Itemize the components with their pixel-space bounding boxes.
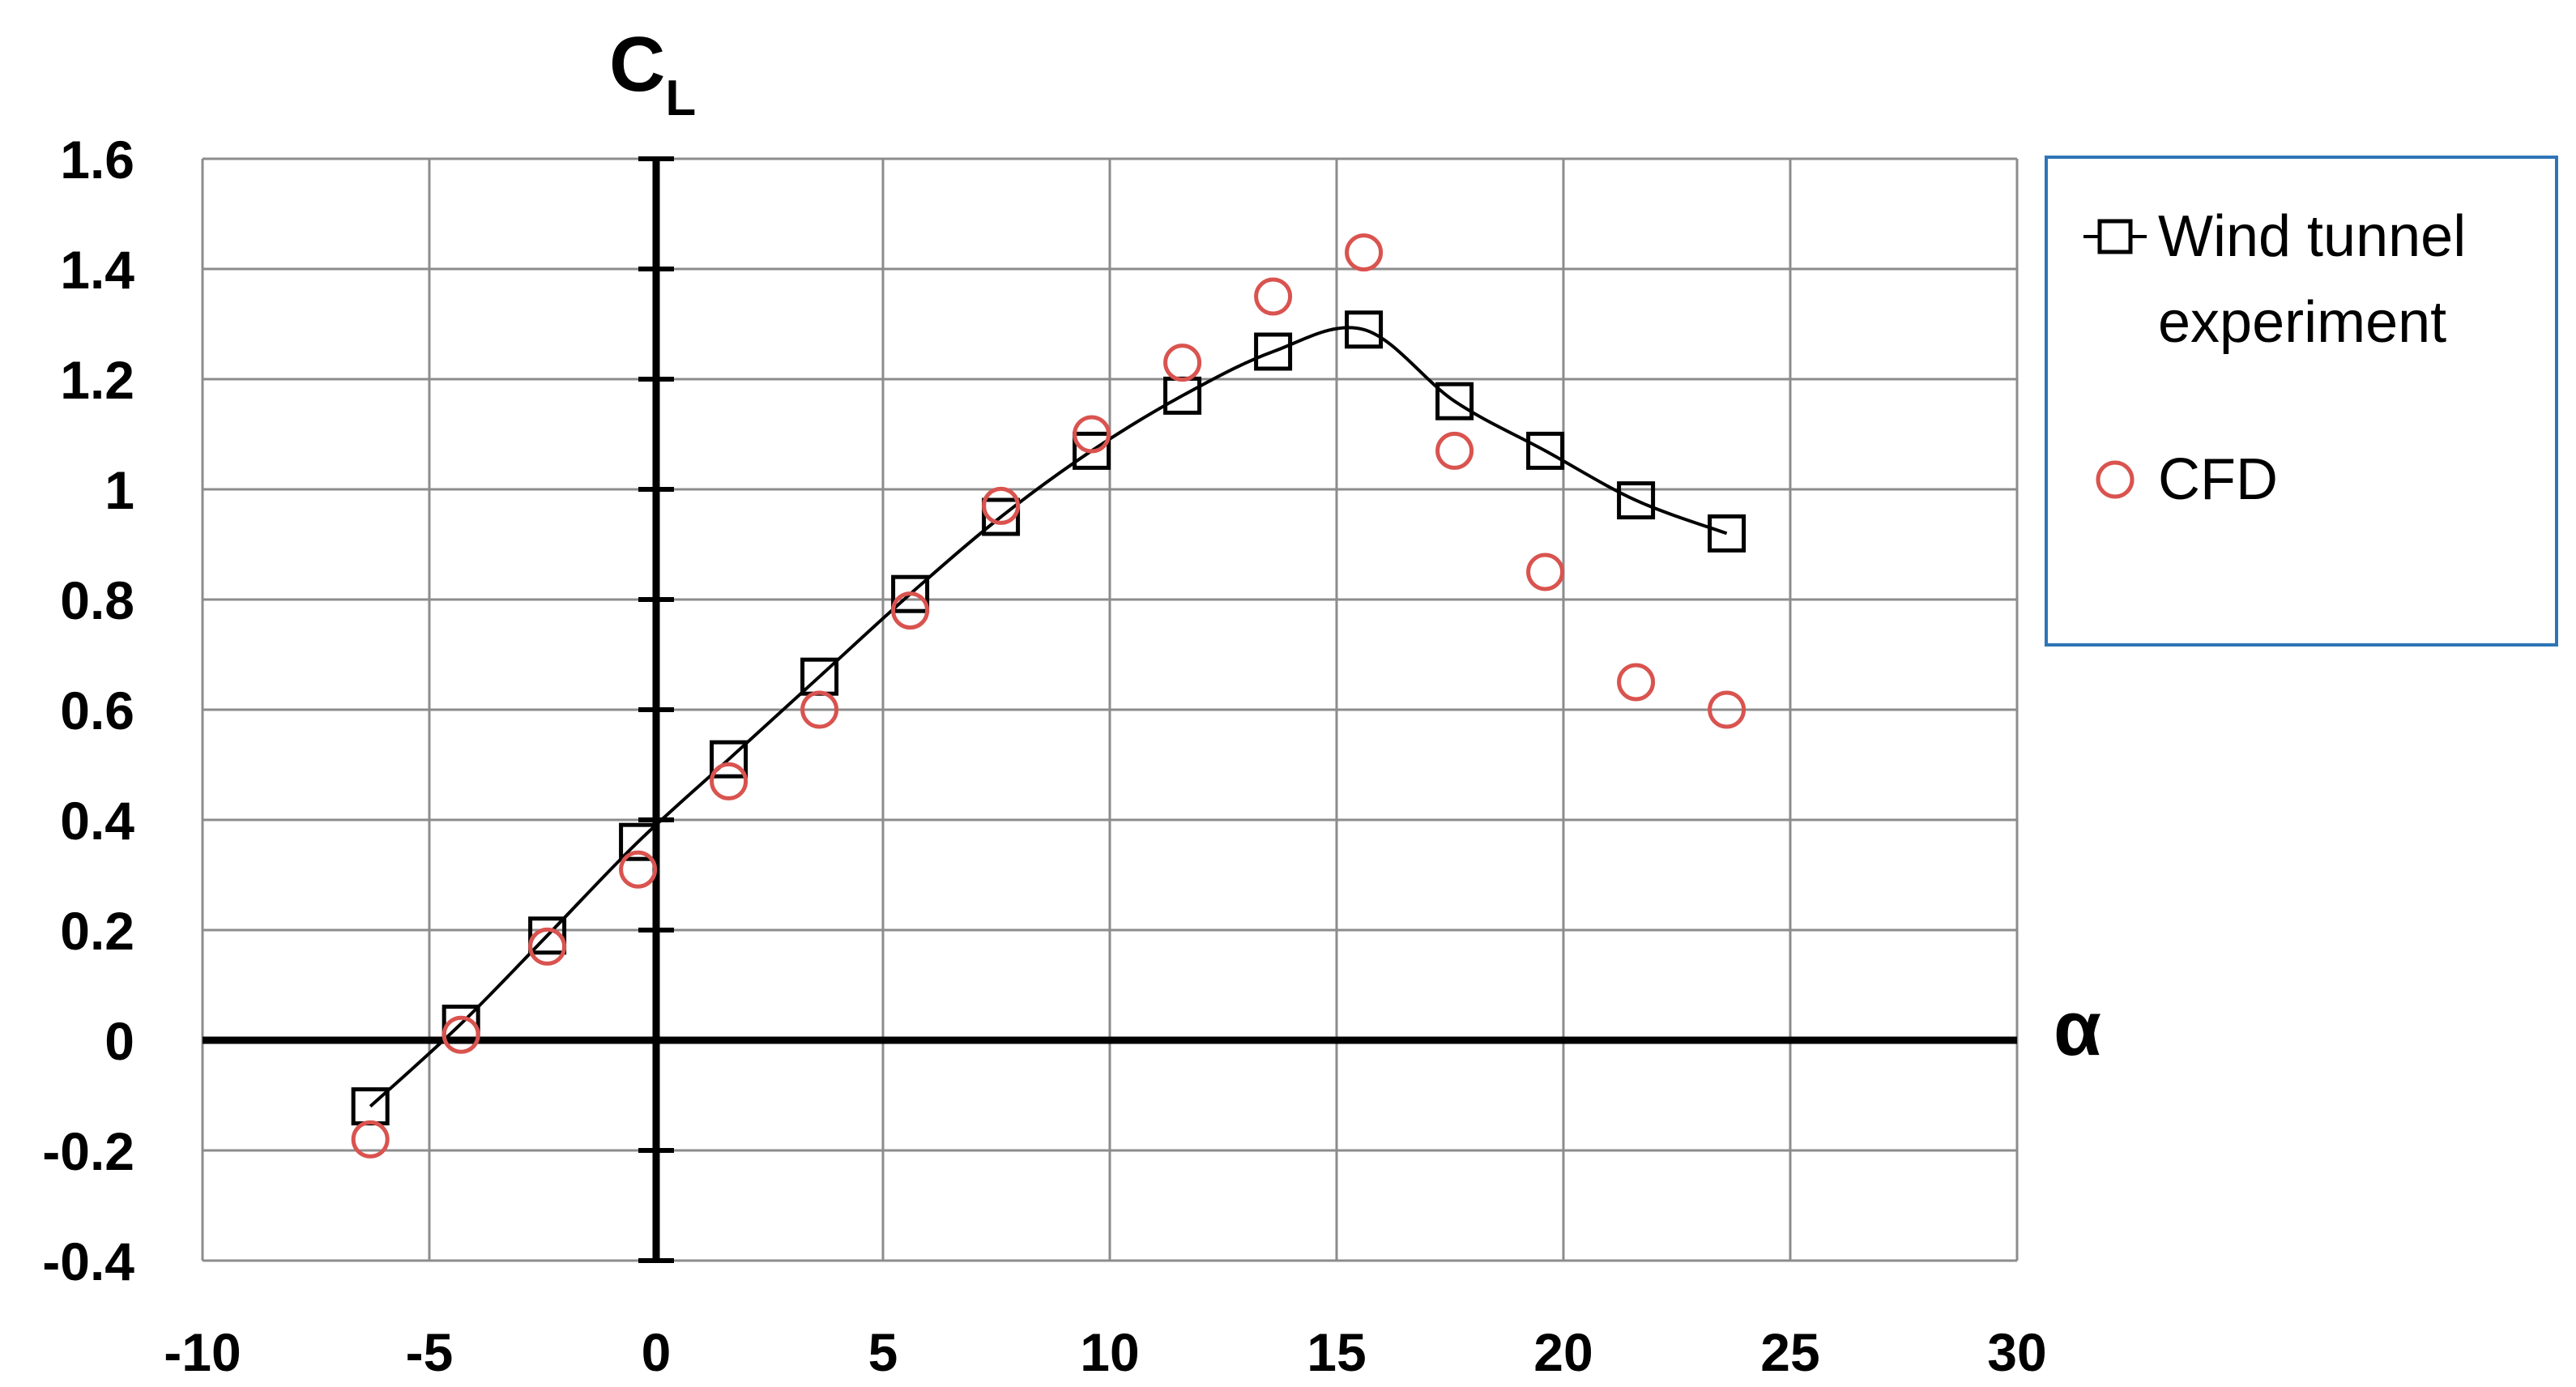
y-tick-label-2: 0 <box>104 1011 134 1071</box>
y-tick-label-5: 0.6 <box>60 681 134 740</box>
cfd-point-2 <box>528 927 567 966</box>
y-tick-label-6: 0.8 <box>60 570 134 630</box>
data-markers <box>351 233 1746 1159</box>
cfd-point-10 <box>1254 277 1293 316</box>
wind-tunnel-point-7 <box>982 497 1021 536</box>
cfd-point-0 <box>351 1120 390 1159</box>
wind-tunnel-point-15 <box>1708 514 1746 553</box>
x-tick-label-5: 15 <box>1307 1322 1366 1382</box>
cfd-point-8 <box>1073 415 1111 454</box>
y-tick-label-4: 0.4 <box>60 791 134 851</box>
legend-marker-circle <box>2096 460 2135 499</box>
x-axis-title: α <box>2054 985 2101 1072</box>
wind-tunnel-point-4 <box>710 740 748 779</box>
cfd-point-5 <box>800 690 839 729</box>
wind-tunnel-point-14 <box>1617 481 1656 520</box>
wind-tunnel-point-1 <box>441 1005 480 1043</box>
cfd-point-6 <box>891 591 930 630</box>
y-tick-label-8: 1.2 <box>60 350 134 410</box>
y-axis-title: CL <box>609 21 696 126</box>
wind-tunnel-point-6 <box>891 574 930 613</box>
wind-tunnel-point-10 <box>1254 332 1293 371</box>
x-tick-label-6: 20 <box>1533 1322 1593 1382</box>
x-tick-label-7: 25 <box>1760 1322 1819 1382</box>
wind-tunnel-point-13 <box>1526 431 1565 470</box>
y-tick-label-3: 0.2 <box>60 901 134 961</box>
x-tick-label-1: -5 <box>406 1322 454 1382</box>
y-axis-title-sub: L <box>665 70 696 126</box>
y-axis-title-main: C <box>609 21 665 108</box>
cfd-point-13 <box>1526 553 1565 591</box>
x-tick-label-0: -10 <box>164 1322 241 1382</box>
legend: Wind tunnel experiment CFD <box>2045 156 2558 647</box>
axes <box>203 156 2017 1263</box>
cfd-point-15 <box>1708 690 1746 729</box>
legend-label-wind-tunnel-line2: experiment <box>2158 290 2446 355</box>
y-tick-label-7: 1 <box>104 460 134 520</box>
cfd-point-4 <box>710 762 748 800</box>
legend-marker-square <box>2097 219 2133 254</box>
cfd-point-11 <box>1345 233 1384 272</box>
legend-label-cfd: CFD <box>2158 447 2278 512</box>
wind-tunnel-point-11 <box>1345 310 1384 349</box>
cfd-point-3 <box>619 850 658 889</box>
cfd-point-12 <box>1435 431 1474 470</box>
y-tick-label-10: 1.6 <box>60 130 134 190</box>
tick-labels: -10 -5 0 5 10 15 20 25 30 -0.4 -0.2 0 0.2 0.4 0.6 0.8 1 1… <box>42 130 2046 1382</box>
y-tick-label-9: 1.4 <box>60 240 134 300</box>
x-tick-label-8: 30 <box>1987 1322 2046 1382</box>
wind-tunnel-point-12 <box>1435 382 1474 420</box>
x-tick-label-3: 5 <box>868 1322 898 1382</box>
legend-label-wind-tunnel-line1: Wind tunnel <box>2158 204 2466 269</box>
cfd-point-7 <box>982 486 1021 525</box>
x-tick-label-4: 10 <box>1080 1322 1139 1382</box>
wind-tunnel-point-8 <box>1073 431 1111 470</box>
wind-tunnel-point-3 <box>619 822 658 861</box>
cfd-point-9 <box>1163 344 1202 382</box>
y-tick-label-0: -0.4 <box>42 1231 134 1291</box>
cfd-point-1 <box>441 1015 480 1054</box>
y-tick-label-1: -0.2 <box>42 1121 134 1181</box>
x-tick-label-2: 0 <box>642 1322 672 1382</box>
wind-tunnel-point-2 <box>528 916 567 955</box>
cfd-point-14 <box>1617 663 1656 702</box>
